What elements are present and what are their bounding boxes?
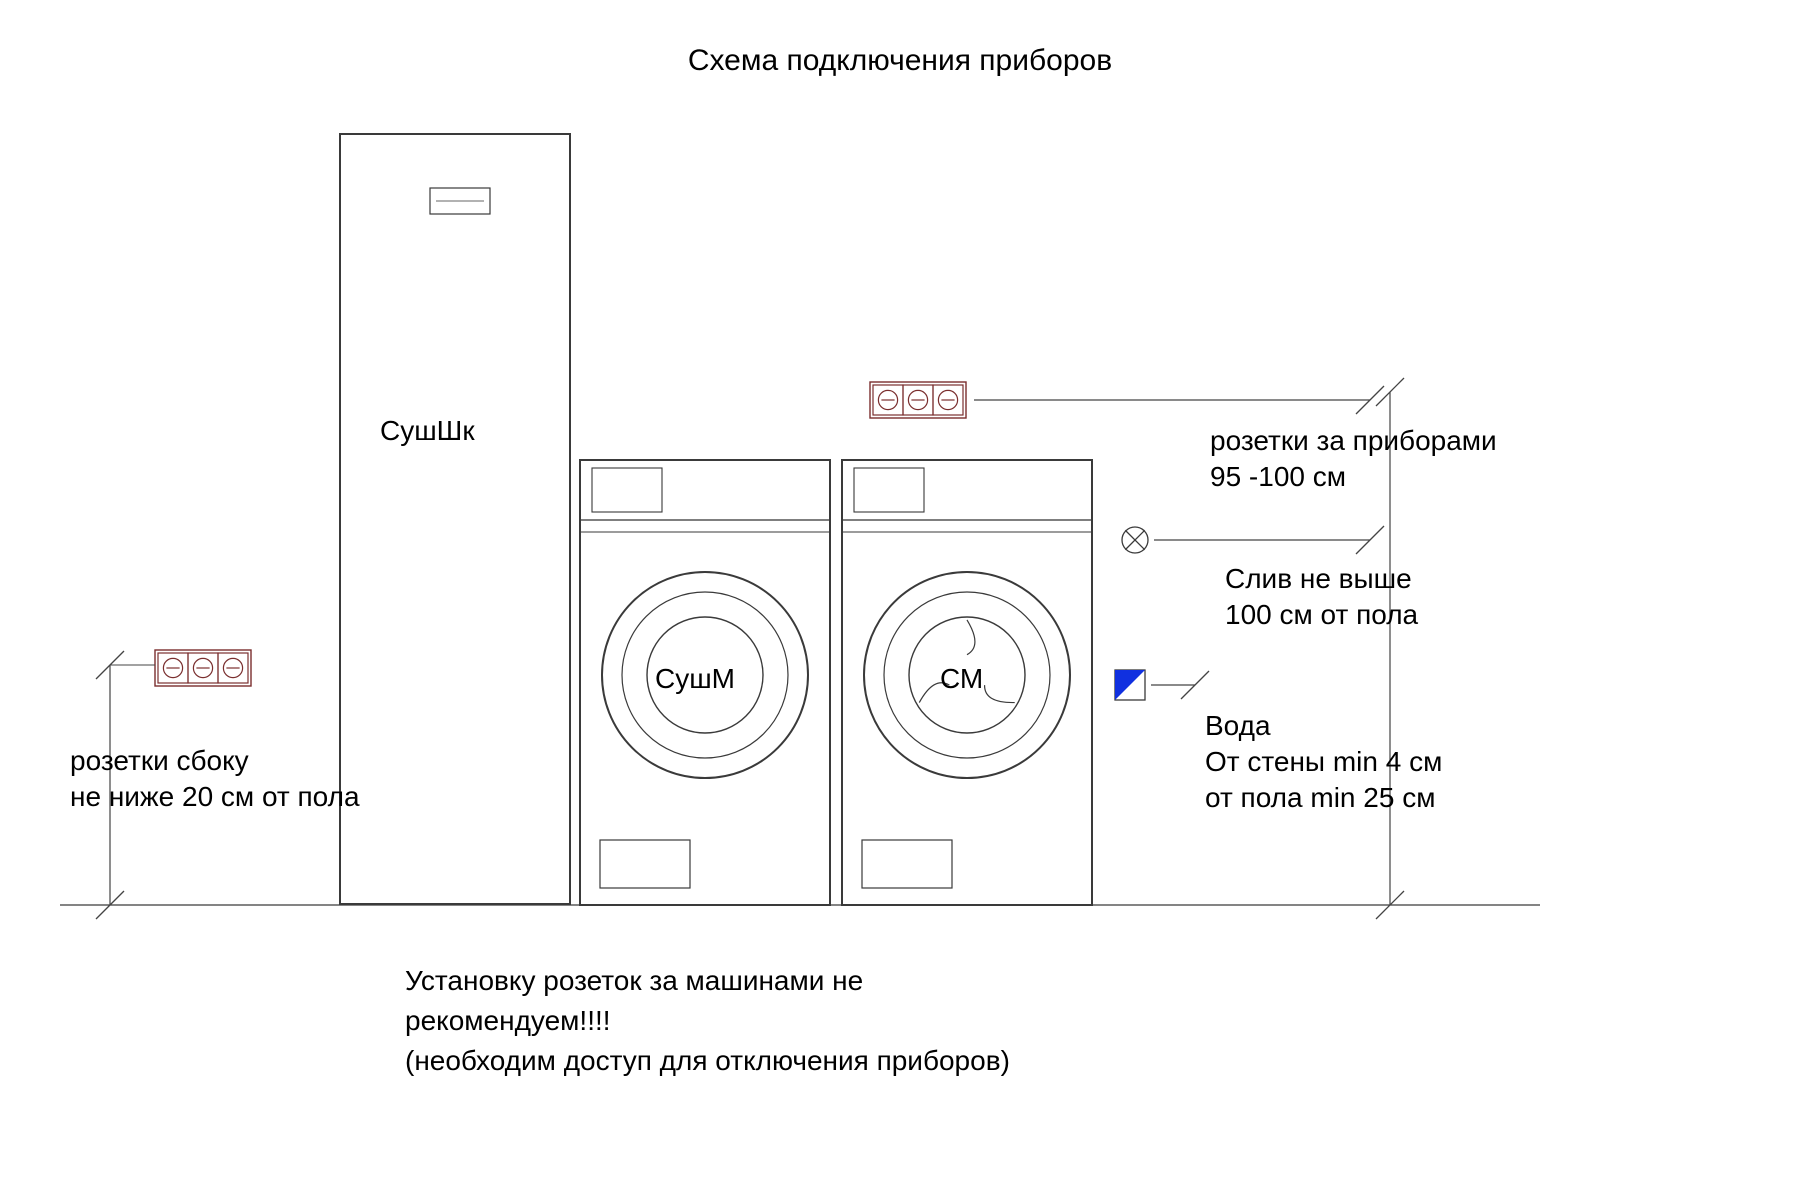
appliance-washer: СМ [842,460,1092,905]
svg-text:розетки сбоку: розетки сбоку [70,745,249,776]
sockets-top-label: розетки за приборами 95 -100 см [1210,425,1497,492]
sockets-left-label: розетки сбоку не ниже 20 см от пола [70,745,360,812]
washer-label: СМ [940,663,983,694]
svg-text:розетки за приборами: розетки за приборами [1210,425,1497,456]
drying-cabinet [340,134,570,904]
water-label: Вода От стены min 4 см от пола min 25 см [1205,710,1442,813]
cabinet-label: СушШк [380,415,475,446]
svg-text:рекомендуем!!!!: рекомендуем!!!! [405,1005,611,1036]
svg-text:не ниже 20 см от пола: не ниже 20 см от пола [70,781,360,812]
drain-icon [1122,527,1148,553]
svg-text:Вода: Вода [1205,710,1271,741]
sockets-left-icon [155,650,251,686]
svg-text:От стены min 4 см: От стены min 4 см [1205,746,1442,777]
sockets-top-icon [870,382,966,418]
dryer-label: СушМ [655,663,735,694]
svg-text:от пола min 25 см: от пола min 25 см [1205,782,1435,813]
svg-text:(необходим доступ для отключе: (необходим доступ для отключения приборо… [405,1045,1010,1076]
footnote: Установку розеток за машинами не рекоменд… [405,965,1010,1076]
svg-text:95 -100 см: 95 -100 см [1210,461,1346,492]
svg-text:Слив не выше: Слив не выше [1225,563,1412,594]
water-icon [1115,670,1145,700]
svg-text:Установку розеток за машинами: Установку розеток за машинами не [405,965,863,996]
page-title: Схема подключения приборов [688,44,1112,77]
svg-text:100 см от пола: 100 см от пола [1225,599,1419,630]
appliance-dryer: СушМ [580,460,830,905]
